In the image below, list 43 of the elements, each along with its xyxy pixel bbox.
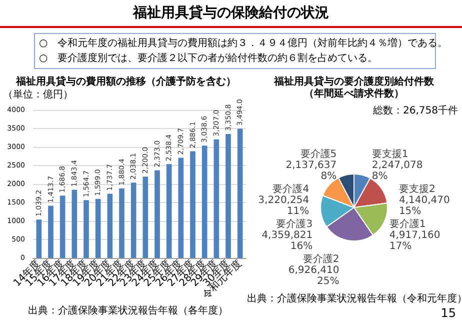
y-axis-title: （単位：億円） (3, 88, 73, 100)
slice-label: 要介護1 (389, 218, 426, 230)
slice-label: 要介護2 (302, 252, 340, 265)
bar (226, 134, 231, 258)
text: ○ 要介護度別では、要介護２以下の者が給付件数の約６割を占めている。 (39, 52, 379, 66)
bar (166, 164, 172, 258)
source-note: 出典：介護保険事業状況報告年報（各年度） (28, 304, 228, 316)
text: 15 (440, 306, 456, 320)
chart-title: 福祉用具貸与の要介護度別給付件数 (273, 76, 435, 88)
bar (84, 200, 89, 258)
bar (72, 190, 78, 258)
text: 総数：26,758千件 (372, 104, 458, 116)
data-label: 4,359,821 16% (262, 230, 313, 252)
bar (119, 188, 124, 258)
bar (107, 194, 113, 258)
bar (60, 196, 66, 258)
slice-label: 要介護3 (276, 218, 313, 230)
bar (36, 220, 42, 258)
slice-label: 要介護5 (300, 148, 337, 160)
data-label: 2,137,637 8% (286, 160, 337, 182)
data-label: 2,247,078 8% (372, 160, 423, 182)
bar (130, 182, 136, 258)
bar (190, 151, 196, 258)
data-label: 4,140,470 15% (398, 194, 450, 217)
slice-label: 要支援2 (398, 182, 436, 195)
bar (237, 128, 243, 258)
text: 福祉用具貸与の保険給付の状況 (0, 0, 462, 28)
bar (95, 198, 101, 258)
chart-title: 福祉用具貸与の費用額の推移（介護予防を含む） (15, 76, 236, 88)
bar (214, 139, 220, 258)
data-label: 4,917,160 17% (389, 230, 440, 252)
bar (142, 176, 148, 258)
chart-subtitle: （年間延べ請求件数） (304, 88, 404, 100)
source-note: 出典：介護保険事業状況報告年報（令和元年度） (247, 292, 462, 304)
data-label: 6,926,410 25% (288, 264, 340, 287)
bar (48, 206, 54, 258)
bar (202, 146, 208, 258)
slice-label: 要支援1 (372, 148, 408, 160)
text: ○ 令和元年度の福祉用具貸与の費用額は約３．４９４億円（対前年比約４％増）である。 (39, 36, 448, 51)
data-label: 3,220,254 11% (258, 194, 310, 217)
slice-label: 要介護4 (272, 182, 310, 195)
bar (178, 158, 184, 258)
bar (154, 170, 160, 258)
